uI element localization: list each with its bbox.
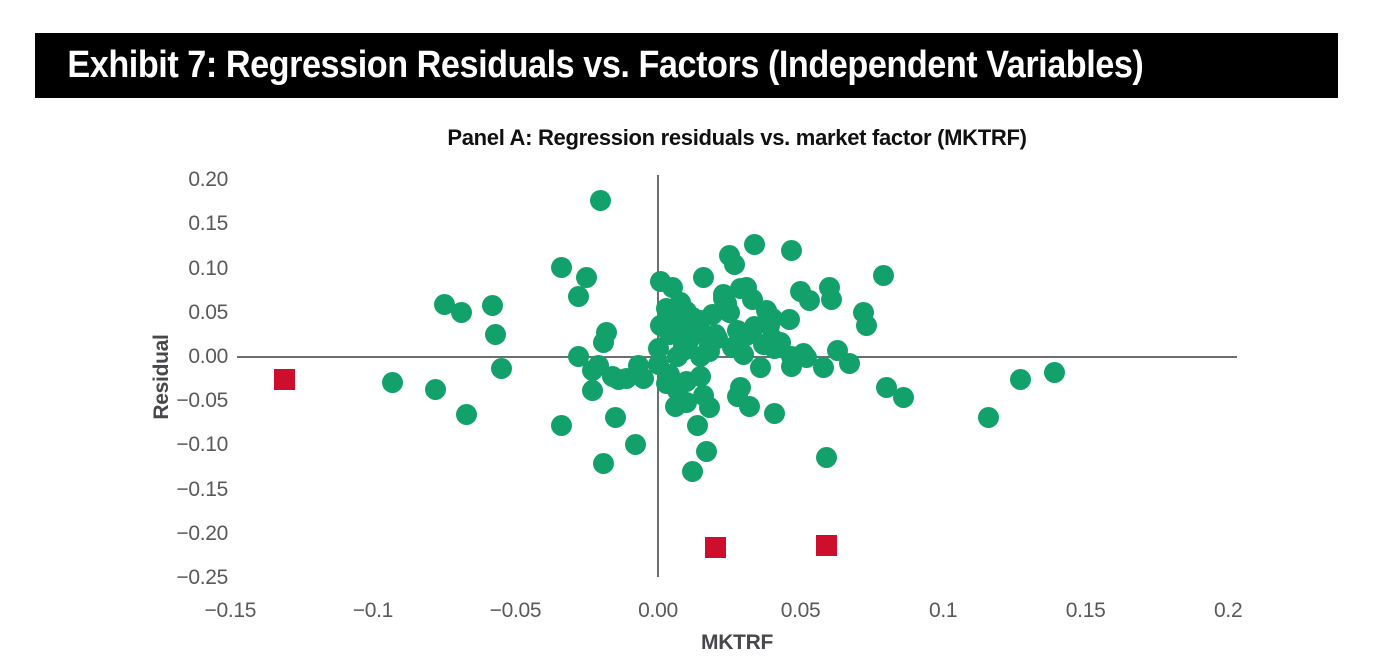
residual-point [978,406,1000,428]
residual-point [567,345,589,367]
residual-point [764,337,786,359]
residual-point [550,257,572,279]
panel-title: Panel A: Regression residuals vs. market… [447,125,1027,150]
x-axis-title: MKTRF [701,631,773,654]
residual-point [798,289,820,311]
residual-point [616,367,638,389]
residual-point [604,407,626,429]
residual-point [490,357,512,379]
residual-point [695,441,717,463]
residual-point [821,289,843,311]
x-tick-label: 0.05 [780,599,821,622]
y-tick-label: 0.00 [188,345,228,368]
residual-point [875,377,897,399]
residual-point [456,403,478,425]
residual-point [724,253,746,275]
exhibit-title-banner: Exhibit 7: Regression Residuals vs. Fact… [35,33,1338,98]
residual-point [892,387,914,409]
residual-point [593,332,615,354]
residual-point [815,447,837,469]
y-tick-label: −0.10 [176,433,228,457]
residual-point [687,414,709,436]
x-tick-label: 0.2 [1214,599,1243,622]
exhibit-title: Exhibit 7: Regression Residuals vs. Fact… [67,44,1144,86]
x-tick-label: −0.1 [352,599,394,622]
residual-point [647,337,669,359]
residual-point [1043,362,1065,384]
y-tick-label: −0.25 [176,566,228,589]
residual-point [587,355,609,377]
residual-point [567,285,589,307]
residual-point [690,365,712,387]
residual-point [681,460,703,482]
residual-point [433,294,455,316]
residual-point [761,307,783,329]
residual-point [624,434,646,456]
residual-point [650,314,672,336]
residual-point [633,367,655,389]
residual-point [744,234,766,256]
residual-point [581,380,603,402]
residual-point [667,345,689,367]
residual-point [590,190,612,212]
x-tick-label: 0.15 [1065,599,1106,622]
residual-point [382,372,404,394]
residual-point [484,323,506,345]
residual-point [1009,369,1031,391]
x-tick-label: 0.1 [928,599,958,622]
x-tick-label: −0.05 [489,599,542,622]
residual-point [593,452,615,474]
outlier-point [704,536,726,558]
outlier-point [274,369,296,391]
y-tick-label: −0.05 [176,389,228,413]
y-tick-label: 0.15 [188,212,228,236]
residual-point [664,396,686,417]
x-tick-label: −0.15 [204,599,257,622]
y-tick-label: 0.20 [188,168,228,192]
residual-point [812,357,834,379]
residual-point [482,295,504,317]
y-tick-label: 0.10 [188,256,228,280]
residual-point [718,302,740,324]
residual-point [750,357,772,379]
residual-point [855,314,877,336]
residual-point [872,265,894,287]
residual-point [667,298,689,320]
residual-point [733,343,755,365]
residual-point [698,396,720,418]
y-axis-title: Residual [150,334,173,420]
residual-point [730,376,752,398]
residual-point [730,277,752,299]
residual-point [764,403,786,425]
residual-point [693,266,715,288]
residual-point [690,345,712,367]
x-tick-label: 0.00 [638,599,678,622]
residual-point [550,414,572,436]
residual-point [450,302,472,324]
y-tick-label: −0.15 [176,477,228,501]
residual-point [781,239,803,261]
residual-point [792,342,814,364]
residual-point [658,364,680,386]
y-tick-label: 0.05 [188,300,228,324]
residual-point [576,266,598,288]
residual-point [425,379,447,401]
residual-point [738,396,760,417]
residual-point [778,309,800,331]
y-tick-label: −0.20 [176,521,228,545]
residual-point [827,340,849,362]
outlier-point [815,534,837,556]
